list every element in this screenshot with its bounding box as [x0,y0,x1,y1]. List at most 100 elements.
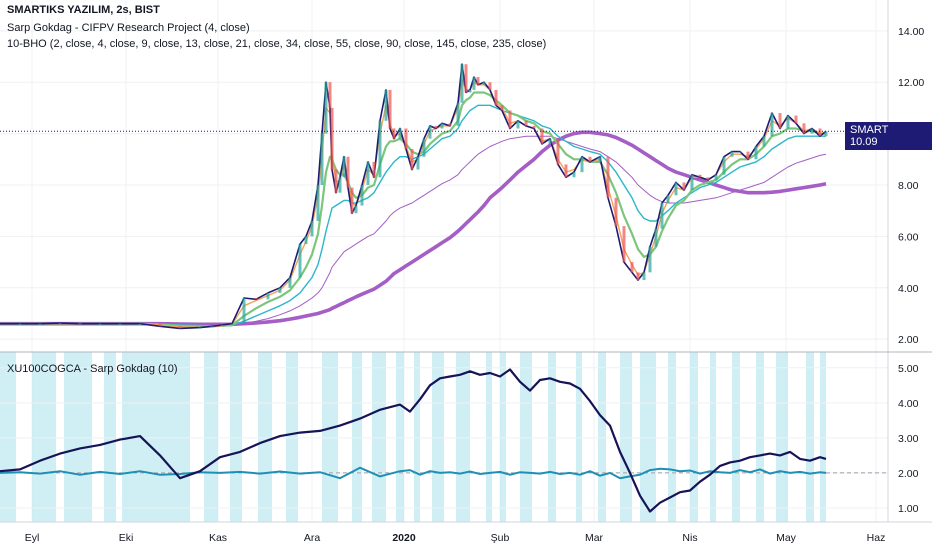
candle [422,138,426,157]
indicator-legend-bho[interactable]: 10-BHO (2, close, 4, close, 9, close, 13… [7,38,547,50]
series-ma-4 [0,78,827,328]
highlight-band [64,352,92,522]
candle [666,195,670,203]
candle [494,89,498,106]
highlight-band [0,352,16,522]
series-oscillator [0,466,827,480]
x-tick-label: May [776,532,797,544]
candle [366,161,370,185]
candle [802,123,806,134]
candle [630,262,634,273]
candle [230,323,234,326]
lower-y-tick-label: 4.00 [898,398,919,410]
candle [242,298,246,324]
candle [588,156,592,162]
candle [434,125,438,129]
highlight-band [640,352,656,522]
candle [392,128,396,139]
highlight-band [776,352,788,522]
candle [746,151,750,160]
highlight-band [548,352,556,522]
candle [572,172,576,178]
candle [440,123,444,129]
candle [754,146,758,160]
candle [738,151,742,153]
candle [388,89,392,129]
upper-y-tick-label: 6.00 [898,231,919,243]
x-axis-ticks[interactable]: Eyl Eki Kas Ara 2020 Şub Mar Nis May Haz [25,532,886,544]
upper-y-tick-label: 2.00 [898,334,919,346]
highlight-band [732,352,740,522]
candle [178,326,182,329]
candle [682,182,686,191]
highlight-band [230,352,242,522]
x-tick-label: Şub [491,532,510,544]
x-tick-label: Mar [585,532,604,544]
series-ratio [0,368,827,513]
candle [464,64,468,93]
lower-y-tick-label: 2.00 [898,468,919,480]
candle [824,131,828,137]
candle [598,156,602,162]
highlight-band [204,352,218,522]
candle [472,77,476,90]
candle [118,323,122,325]
candle [660,202,664,229]
highlight-band [576,352,582,522]
candle [648,246,652,273]
candle [346,156,350,188]
candle [360,184,364,206]
highlight-band [352,352,362,522]
price-badge-value: 10.09 [850,136,878,148]
candle [266,292,270,300]
candle [468,89,472,93]
candle [508,110,512,129]
chart-title[interactable]: SMARTIKS YAZILIM, 2s, BIST [7,4,160,16]
candle [714,174,718,180]
candle [810,128,814,134]
candle [516,120,520,129]
indicator-legend-cifpv[interactable]: Sarp Gokdag - CIFPV Research Project (4,… [7,22,250,34]
candle [762,136,766,147]
candle [158,323,162,327]
upper-y-tick-label: 8.00 [898,180,919,192]
highlight-band [322,352,338,522]
candle [654,228,658,247]
x-tick-label: Haz [867,532,886,544]
candle [384,89,388,121]
candle [398,128,402,139]
candle [304,236,308,245]
candle [198,327,202,329]
candle [58,323,62,325]
axes [0,0,932,523]
candle [488,82,492,90]
candle [690,174,694,191]
candle [254,298,258,300]
highlight-band [598,352,606,522]
candle [378,120,382,178]
series-ma-13 [0,91,826,328]
candle [540,128,544,144]
candle [428,125,432,139]
candle [614,197,618,227]
y-axis-ticks[interactable]: 14.0012.0010.008.006.004.002.005.004.003… [898,26,924,515]
candle [500,105,504,111]
highlight-band [286,352,298,522]
candle [674,182,678,196]
candle [622,226,626,263]
lower-pane-title[interactable]: XU100COGCA - Sarp Gokdag (10) [7,363,178,375]
highlight-band [486,352,492,522]
candle [350,187,354,214]
candle [524,120,528,126]
candle [18,323,22,325]
candle [320,133,324,185]
lower-y-tick-label: 5.00 [898,363,919,375]
candle [730,151,734,157]
candle [334,169,338,193]
candle [722,156,726,175]
candle [138,323,142,325]
series-ma-90 [0,135,827,326]
upper-y-tick-label: 14.00 [898,26,924,38]
candle [548,138,552,144]
